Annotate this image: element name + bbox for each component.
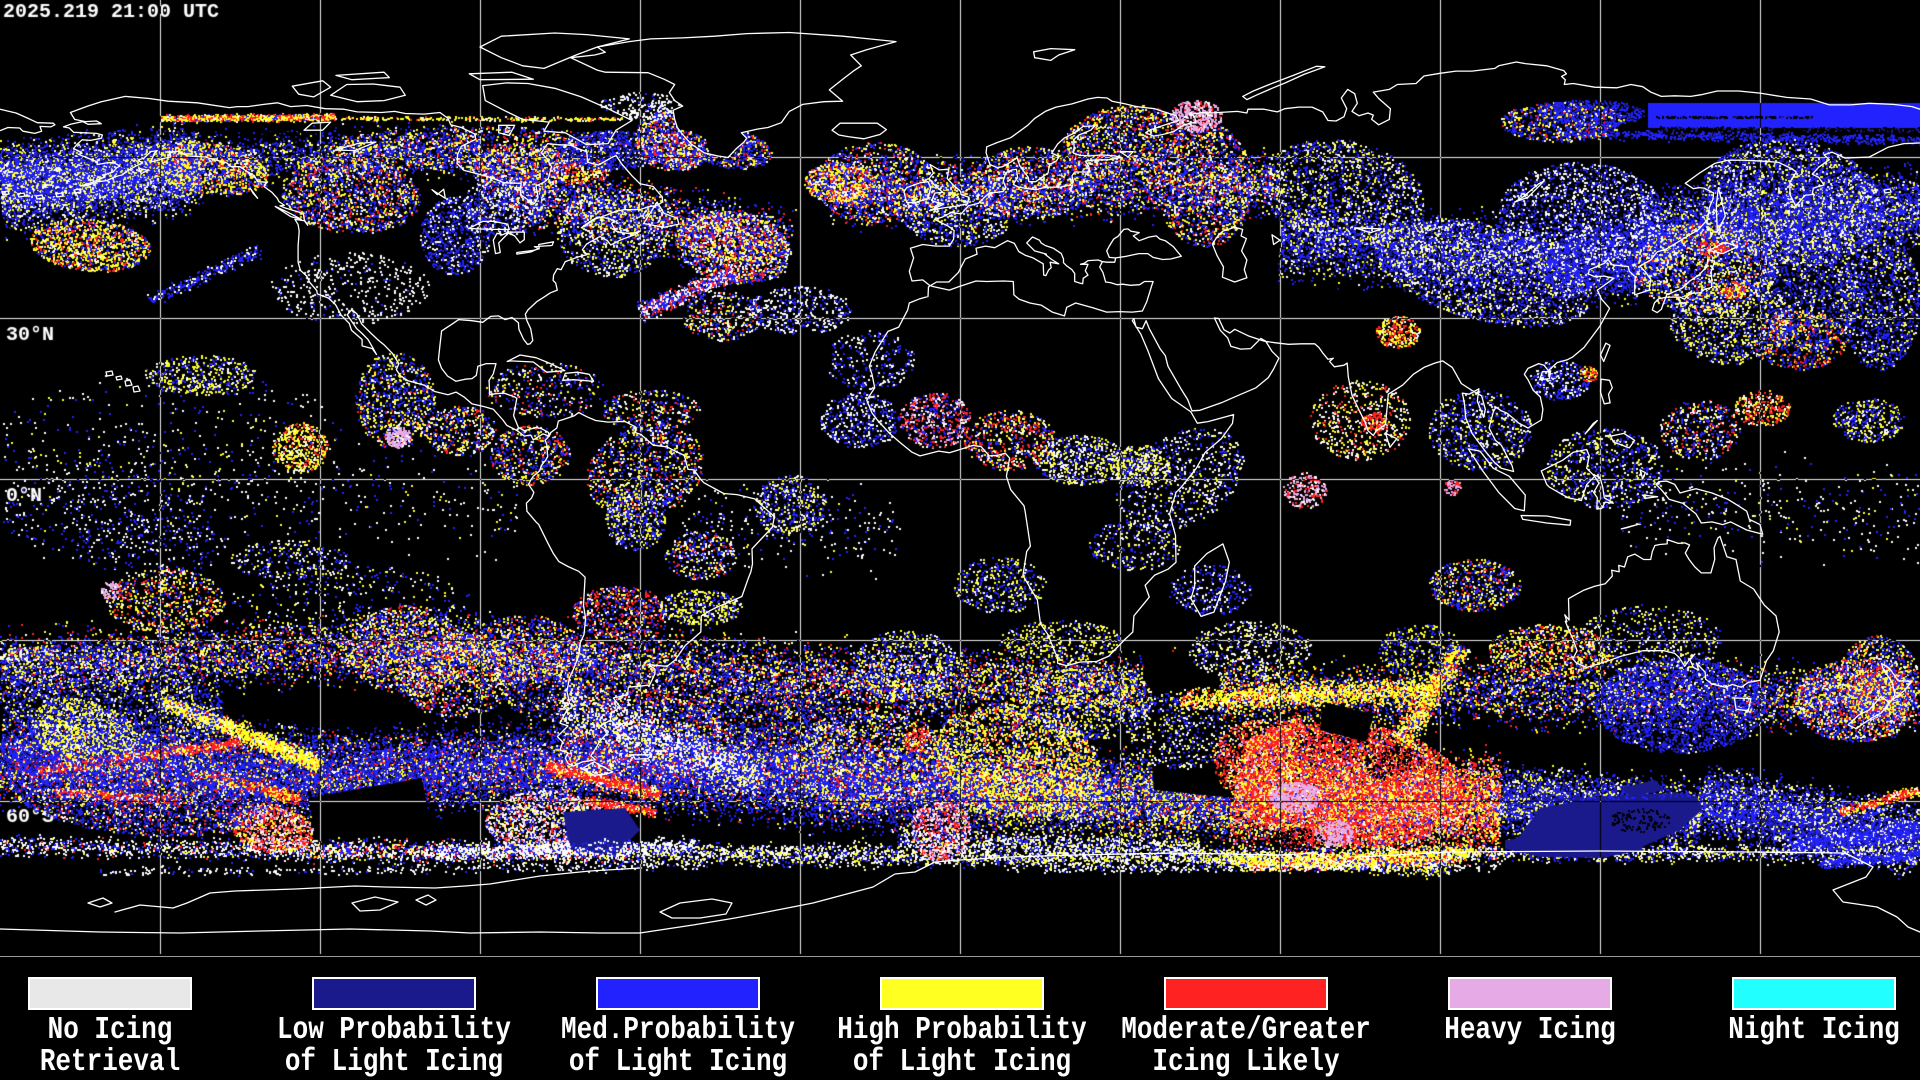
svg-text:Night Icing: Night Icing: [1728, 1012, 1900, 1048]
svg-text:Moderate/Greater: Moderate/Greater: [1121, 1012, 1371, 1048]
svg-text:Med.Probability: Med.Probability: [561, 1012, 795, 1048]
svg-text:No Icing: No Icing: [48, 1012, 173, 1048]
svg-text:of Light Icing: of Light Icing: [569, 1044, 787, 1080]
svg-text:of Light Icing: of Light Icing: [285, 1044, 503, 1080]
svg-text:High Probability: High Probability: [837, 1012, 1087, 1048]
svg-text:of Light Icing: of Light Icing: [853, 1044, 1071, 1080]
svg-text:Low Probability: Low Probability: [277, 1012, 511, 1048]
svg-text:Icing Likely: Icing Likely: [1152, 1044, 1339, 1080]
svg-text:Heavy Icing: Heavy Icing: [1444, 1012, 1616, 1048]
svg-text:Retrieval: Retrieval: [40, 1044, 180, 1080]
